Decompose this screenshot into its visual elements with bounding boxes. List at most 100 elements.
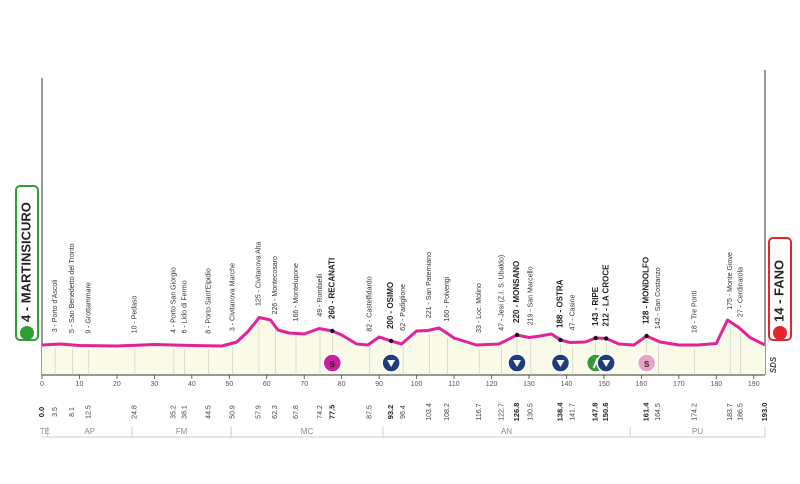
location-label-24: 47 - Casine <box>570 295 577 331</box>
location-dot-26 <box>603 336 609 341</box>
location-label-23: 188 - OSTRA <box>556 279 565 328</box>
distance-label-19: 116.7 <box>476 403 483 420</box>
location-label-30: 175 - Monte Giove <box>727 252 734 310</box>
location-label-13: 260 - RECANATI <box>327 258 336 319</box>
km-tick-label-18: 180 <box>710 381 722 388</box>
distance-label-21: 126.8 <box>512 403 521 422</box>
climb-icon-26 <box>602 360 611 367</box>
region-label-fm: FM <box>176 427 188 436</box>
climb-icon-21 <box>513 360 522 367</box>
location-label-15: 200 - OSIMO <box>386 282 395 329</box>
distance-label-20: 122.7 <box>498 403 505 421</box>
location-label-14: 82 - Castelfidardo <box>367 276 374 331</box>
brand-logo: SDS <box>769 356 778 373</box>
sprint2-marker-27 <box>636 353 657 373</box>
location-label-26: 212 - LA CROCE <box>601 264 610 327</box>
location-label-20: 47 - Jesi (Z.I. S. Ubaldo) <box>498 255 505 331</box>
distance-label-5: 35.2 <box>171 405 178 419</box>
distance-label-15: 93.2 <box>386 405 395 420</box>
region-label-mc: MC <box>301 427 314 436</box>
location-dot-15 <box>388 338 394 344</box>
location-dot-21 <box>514 332 520 338</box>
start-label: 4 - MARTINSICURO <box>18 202 33 322</box>
distance-label-8: 50.9 <box>230 405 237 419</box>
km-tick-label-10: 100 <box>411 381 423 388</box>
distance-label-22: 130.5 <box>528 403 535 421</box>
location-label-10: 226 - Montecosaro <box>272 256 279 314</box>
location-dot-27 <box>644 333 649 339</box>
distance-label-7: 44.5 <box>206 405 213 419</box>
km-tick-label-19: 190 <box>748 381 760 388</box>
region-label-an: AN <box>501 427 512 436</box>
distance-label-23: 138.4 <box>555 402 564 422</box>
location-dot-13 <box>330 328 335 334</box>
start-icon <box>20 326 34 340</box>
finish-icon <box>773 326 787 340</box>
sprint-icon-13: S <box>330 360 336 369</box>
location-label-3: 9 - Grottammare <box>86 282 93 333</box>
location-label-25: 143 - RIPE <box>591 286 600 326</box>
location-label-9: 125 - Civitanova Alta <box>256 242 263 306</box>
location-label-4: 10 - Pedaso <box>132 295 139 333</box>
distance-label-3: 12.5 <box>86 405 93 419</box>
location-label-8: 3 - Civitanova Marche <box>230 263 237 331</box>
location-label-16: 62 - Padiglione <box>400 284 407 331</box>
location-label-6: 6 - Lido di Fermo <box>182 280 189 333</box>
distance-label-12: 74.2 <box>317 405 324 419</box>
distance-label-4: 24.8 <box>132 405 139 419</box>
distance-label-11: 67.8 <box>293 405 300 419</box>
km-tick-label-0: 0 <box>40 381 44 388</box>
location-label-12: 49 - Rombielli <box>317 273 324 316</box>
distance-label-6: 38.1 <box>182 405 189 419</box>
distance-label-31: 186.5 <box>737 403 744 421</box>
location-label-21: 220 - MONSANO <box>512 261 521 323</box>
distance-label-25: 147.8 <box>591 403 600 422</box>
distance-label-2: 8.1 <box>69 407 76 417</box>
location-dot-25 <box>593 335 598 341</box>
location-label-19: 33 - Loc. Molino <box>476 283 483 333</box>
distance-label-29: 174.2 <box>691 403 698 421</box>
distance-label-32: 193.0 <box>760 403 769 422</box>
finish-label: 14 - FANO <box>771 260 786 322</box>
location-label-1: 3 - Porto d'Ascoli <box>52 279 59 332</box>
location-label-7: 8 - Porto Sant'Elpidio <box>206 268 213 334</box>
distance-label-24: 141.7 <box>570 403 577 421</box>
km-tick-label-6: 60 <box>263 381 271 388</box>
region-label-te: TE <box>40 427 50 436</box>
location-label-28: 142 - San Costanzo <box>655 267 662 329</box>
climb-icon-23 <box>556 360 565 367</box>
sprint-icon-27: S <box>644 360 650 369</box>
location-label-2: 5 - San Benedetto del Tronto <box>69 243 76 333</box>
km-tick-label-11: 110 <box>448 381 459 388</box>
region-label-pu: PU <box>692 427 703 436</box>
km-tick-label-7: 70 <box>300 381 308 388</box>
distance-label-26: 150.6 <box>601 403 610 422</box>
location-label-27: 128 - MONDOLFO <box>642 257 651 324</box>
location-label-31: 27 - Cerdinarola <box>737 267 744 317</box>
profile-line <box>41 316 766 348</box>
distance-label-28: 164.5 <box>655 403 662 421</box>
distance-label-16: 96.4 <box>400 405 407 419</box>
distance-label-30: 183.7 <box>727 403 734 421</box>
distance-label-18: 108.2 <box>444 403 451 421</box>
location-dot-23 <box>558 337 563 343</box>
distance-label-1: 3.5 <box>52 407 59 417</box>
km-tick-label-4: 40 <box>188 381 196 388</box>
distance-label-17: 103.4 <box>426 403 433 421</box>
distance-label-13: 77.5 <box>327 405 336 420</box>
region-label-ap: AP <box>84 427 95 436</box>
km-tick-label-12: 120 <box>486 381 498 388</box>
location-label-29: 18 - Tre Ponti <box>691 291 698 333</box>
location-label-18: 160 - Polverigi <box>444 276 451 321</box>
km-tick-label-17: 170 <box>673 381 685 388</box>
km-tick-label-3: 30 <box>150 381 158 388</box>
km-tick-label-8: 80 <box>338 381 346 388</box>
km-tick-label-16: 160 <box>636 381 648 388</box>
location-label-22: 219 - San Marcello <box>528 266 535 325</box>
km-tick-label-2: 20 <box>113 381 121 388</box>
km-tick-label-5: 50 <box>225 381 233 388</box>
km-tick-label-9: 90 <box>375 381 383 388</box>
km-tick-label-15: 150 <box>598 381 610 388</box>
